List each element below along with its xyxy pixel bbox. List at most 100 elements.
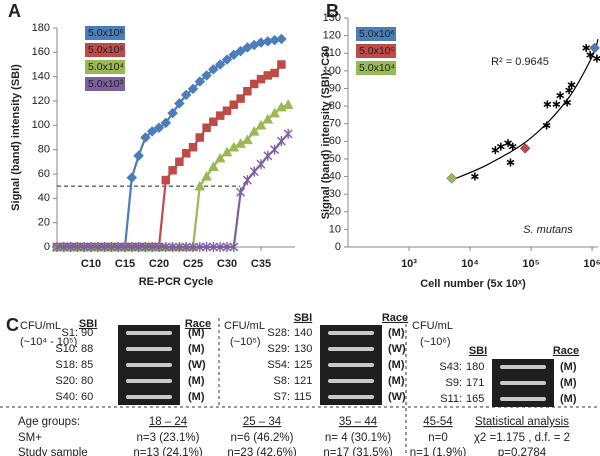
sbi-value: 171	[466, 377, 484, 389]
marker	[269, 107, 281, 118]
x-tick-label: 10⁵	[522, 258, 539, 270]
race-value: (W)	[188, 359, 206, 371]
gel-band	[126, 347, 172, 351]
marker	[195, 133, 205, 142]
marker	[79, 242, 89, 252]
marker	[140, 242, 150, 252]
trendline	[451, 38, 599, 181]
gel-band	[126, 379, 172, 383]
stats-cell: n=3 (23.1%)	[137, 432, 200, 444]
race-value: (M)	[188, 391, 205, 403]
sample-id: S43:	[439, 361, 462, 373]
marker	[270, 144, 280, 155]
y-tick-label: 120	[32, 95, 50, 107]
sample-id: S18:	[55, 359, 78, 371]
y-tick-label: 110	[323, 47, 341, 59]
marker	[263, 71, 273, 80]
marker	[113, 242, 123, 252]
y-tick-label: 50	[329, 153, 341, 165]
marker	[543, 100, 552, 109]
column-header: SBI	[294, 312, 312, 324]
range-label: (~10⁵)	[230, 336, 261, 348]
gel-band	[328, 331, 374, 335]
marker	[146, 126, 158, 137]
marker	[66, 242, 76, 252]
marker	[202, 242, 212, 252]
marker	[248, 125, 260, 136]
legend-swatch	[85, 26, 125, 40]
marker	[256, 159, 266, 170]
marker	[255, 119, 267, 130]
marker	[187, 83, 199, 95]
y-tick-label: 80	[329, 100, 341, 112]
marker	[222, 106, 232, 115]
marker	[262, 113, 274, 124]
marker	[153, 122, 165, 134]
marker	[582, 43, 591, 52]
series-line	[57, 133, 290, 249]
marker	[120, 242, 130, 252]
marker	[519, 143, 531, 154]
marker	[241, 134, 253, 145]
y-tick-label: 60	[38, 168, 50, 180]
y-tick-label: 40	[329, 170, 341, 182]
marker	[106, 242, 116, 252]
gel-band	[328, 379, 374, 383]
y-tick-label: 100	[32, 119, 50, 131]
marker	[567, 80, 576, 89]
marker	[593, 54, 600, 63]
y-tick-label: 30	[329, 188, 341, 200]
marker	[100, 242, 110, 252]
marker	[147, 242, 157, 252]
panel-label: B	[326, 1, 339, 21]
stats-cell: SM+	[18, 432, 42, 444]
legend-swatch	[85, 60, 125, 74]
race-value: (M)	[560, 393, 577, 405]
legend-swatch	[356, 44, 396, 58]
legend-swatch	[85, 77, 125, 91]
race-value: (M)	[560, 361, 577, 373]
marker	[59, 242, 69, 252]
range-label: (~10⁴ - 10⁵)	[20, 336, 77, 348]
legend-label: 5.0x10⁴	[359, 62, 395, 74]
x-tick-label: C10	[81, 258, 101, 270]
y-tick-label: 130	[323, 12, 341, 24]
y-axis-title: Signal (band) intensity (SBI): C30	[320, 46, 332, 220]
marker	[221, 54, 233, 65]
y-axis-title: Signal (band) intensity (SBI)	[10, 64, 22, 211]
x-tick-label: C20	[149, 258, 169, 270]
y-tick-label: 40	[38, 192, 50, 204]
marker	[242, 175, 252, 186]
marker	[127, 242, 137, 252]
marker	[133, 150, 144, 162]
marker	[72, 242, 82, 252]
y-tick-label: 100	[323, 65, 341, 77]
marker	[236, 94, 245, 103]
race-value: (M)	[388, 375, 405, 387]
stats-cell: n=6 (46.2%)	[231, 432, 294, 444]
annotation: R² = 0.9645	[491, 56, 549, 68]
marker	[471, 172, 479, 181]
stats-header: 35 – 44	[339, 416, 378, 428]
x-tick-label: C25	[183, 258, 203, 270]
gel-band	[500, 381, 546, 385]
race-value: (M)	[188, 375, 205, 387]
sample-id: S28:	[267, 327, 290, 339]
marker	[256, 74, 266, 84]
marker	[263, 150, 273, 161]
gel-band	[328, 395, 374, 399]
sample-id: S20:	[55, 375, 78, 387]
marker	[215, 111, 225, 120]
sbi-value: 125	[294, 359, 312, 371]
marker	[491, 146, 500, 155]
marker	[207, 161, 219, 171]
marker	[236, 187, 246, 198]
marker	[168, 166, 177, 175]
marker	[174, 242, 184, 252]
stats-header: 18 – 24	[149, 416, 188, 428]
sample-id: S29:	[267, 343, 290, 355]
y-tick-label: 90	[329, 82, 341, 94]
panel-label: C	[6, 315, 19, 335]
y-tick-label: 160	[32, 46, 50, 58]
marker	[214, 152, 226, 163]
